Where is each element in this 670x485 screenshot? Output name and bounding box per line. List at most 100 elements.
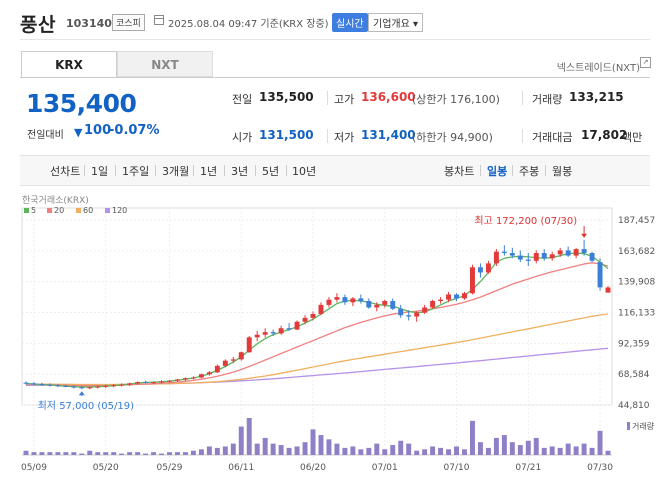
candle-body: [63, 385, 69, 387]
chart-type-daily[interactable]: 일봉: [487, 165, 508, 178]
volume-bar: [374, 443, 380, 455]
volume-bar: [398, 440, 404, 455]
volume-bar: [589, 447, 595, 455]
tab-krx[interactable]: KRX: [21, 51, 117, 77]
period-divider: [115, 165, 116, 176]
high-value: 136,600: [361, 90, 416, 104]
period-5y[interactable]: 5년: [262, 165, 280, 178]
candle-body: [358, 298, 364, 302]
period-10y[interactable]: 10년: [292, 165, 317, 178]
volume-bar: [182, 452, 188, 455]
legend-swatch: [76, 208, 81, 213]
period-divider: [224, 165, 225, 176]
period-1w[interactable]: 1주일: [122, 165, 150, 178]
candle-body: [406, 315, 412, 317]
volume-bar: [151, 452, 157, 455]
candle-body: [127, 383, 133, 385]
volume-bar: [557, 447, 563, 455]
volume-bar: [262, 437, 268, 455]
volume-bar: [222, 446, 228, 455]
candle-body: [310, 313, 316, 318]
ma20-line: [25, 262, 609, 387]
tab-nxt[interactable]: NXT: [117, 51, 213, 77]
min-annotation: 최저 57,000 (05/19): [38, 400, 134, 412]
stock-code: 103140: [66, 17, 112, 30]
volume-bar: [326, 439, 332, 455]
candle-body: [143, 382, 149, 384]
candle-body: [175, 379, 180, 381]
candle-body: [318, 304, 324, 314]
period-1d[interactable]: 1일: [91, 165, 109, 178]
candle-body: [374, 304, 380, 308]
period-3y[interactable]: 3년: [231, 165, 249, 178]
volume-bar: [414, 450, 420, 455]
market-badge: 코스피: [112, 14, 145, 31]
candle-body: [477, 267, 483, 273]
candle-body: [206, 372, 212, 375]
grid-separator: [522, 129, 523, 143]
period-3m[interactable]: 3개월: [162, 165, 190, 178]
candle-body: [135, 382, 141, 384]
external-link-icon[interactable]: ↗: [640, 57, 651, 68]
x-tick-label: 05/29: [157, 463, 183, 473]
volume-bar: [167, 452, 172, 455]
ma60-line: [25, 313, 609, 386]
company-overview-dropdown[interactable]: 기업개요 ▾: [368, 13, 423, 32]
high-label: 고가: [334, 93, 355, 106]
volume-bar: [366, 447, 372, 455]
tab-divider: [20, 77, 650, 78]
volume-bar: [55, 452, 61, 455]
volume-bar: [190, 450, 196, 455]
candle-body: [493, 251, 499, 264]
volume-bar: [342, 447, 348, 455]
volume-bar: [549, 446, 555, 455]
realtime-button[interactable]: 실시간: [332, 13, 368, 32]
x-tick-label: 05/09: [21, 463, 47, 473]
volume-bar: [246, 418, 252, 455]
period-divider: [155, 165, 156, 176]
candle-body: [470, 267, 475, 294]
nextrade-link[interactable]: 넥스트레이드(NXT): [556, 63, 640, 74]
volume-bar: [294, 446, 300, 455]
period-1y[interactable]: 1년: [200, 165, 218, 178]
candle-body: [549, 254, 555, 259]
candle-body: [462, 293, 467, 299]
change-value: 100: [84, 123, 112, 138]
amount-unit: 백만: [622, 131, 643, 144]
plot-frame: [21, 207, 613, 406]
volume-bar: [175, 452, 180, 455]
candle-body: [533, 253, 539, 261]
amount-label: 거래대금: [532, 131, 573, 144]
chart-type-monthly[interactable]: 월봉: [552, 165, 573, 178]
candle-body: [198, 374, 204, 378]
volume-bar: [23, 450, 29, 455]
volume-bar: [111, 452, 117, 455]
candle-body: [501, 251, 507, 254]
candle-body: [589, 253, 595, 261]
max-annotation: 최고 172,200 (07/30): [474, 215, 577, 227]
y-tick-label: 139,908: [618, 278, 655, 288]
x-tick-label: 06/11: [228, 463, 254, 473]
volume-bar: [214, 447, 220, 455]
calendar-icon: [154, 15, 164, 25]
volume-bar: [95, 452, 101, 455]
x-tick-label: 07/10: [444, 463, 470, 473]
grid-separator: [327, 129, 328, 143]
volume-bar: [87, 450, 93, 455]
chart-type-candle[interactable]: 봉차트: [444, 165, 475, 178]
amount-value: 17,802: [581, 128, 628, 142]
volume-bar: [350, 446, 356, 455]
period-line-chart[interactable]: 선차트: [50, 165, 81, 178]
volume-bar: [270, 443, 276, 455]
volume-bar: [254, 443, 260, 455]
volume-bar: [462, 449, 467, 455]
period-divider: [545, 165, 546, 176]
volume-bar: [47, 452, 53, 455]
x-tick-label: 07/01: [372, 463, 398, 473]
candlestick-chart[interactable]: 187,457 163,682 139,908 116,133 92,359 68,584…: [0, 184, 670, 485]
change-percent: -0.07%: [109, 123, 160, 138]
candle-body: [485, 263, 491, 273]
volume-bar: [103, 452, 109, 455]
candle-body: [597, 262, 603, 288]
chart-type-weekly[interactable]: 주봉: [519, 165, 540, 178]
